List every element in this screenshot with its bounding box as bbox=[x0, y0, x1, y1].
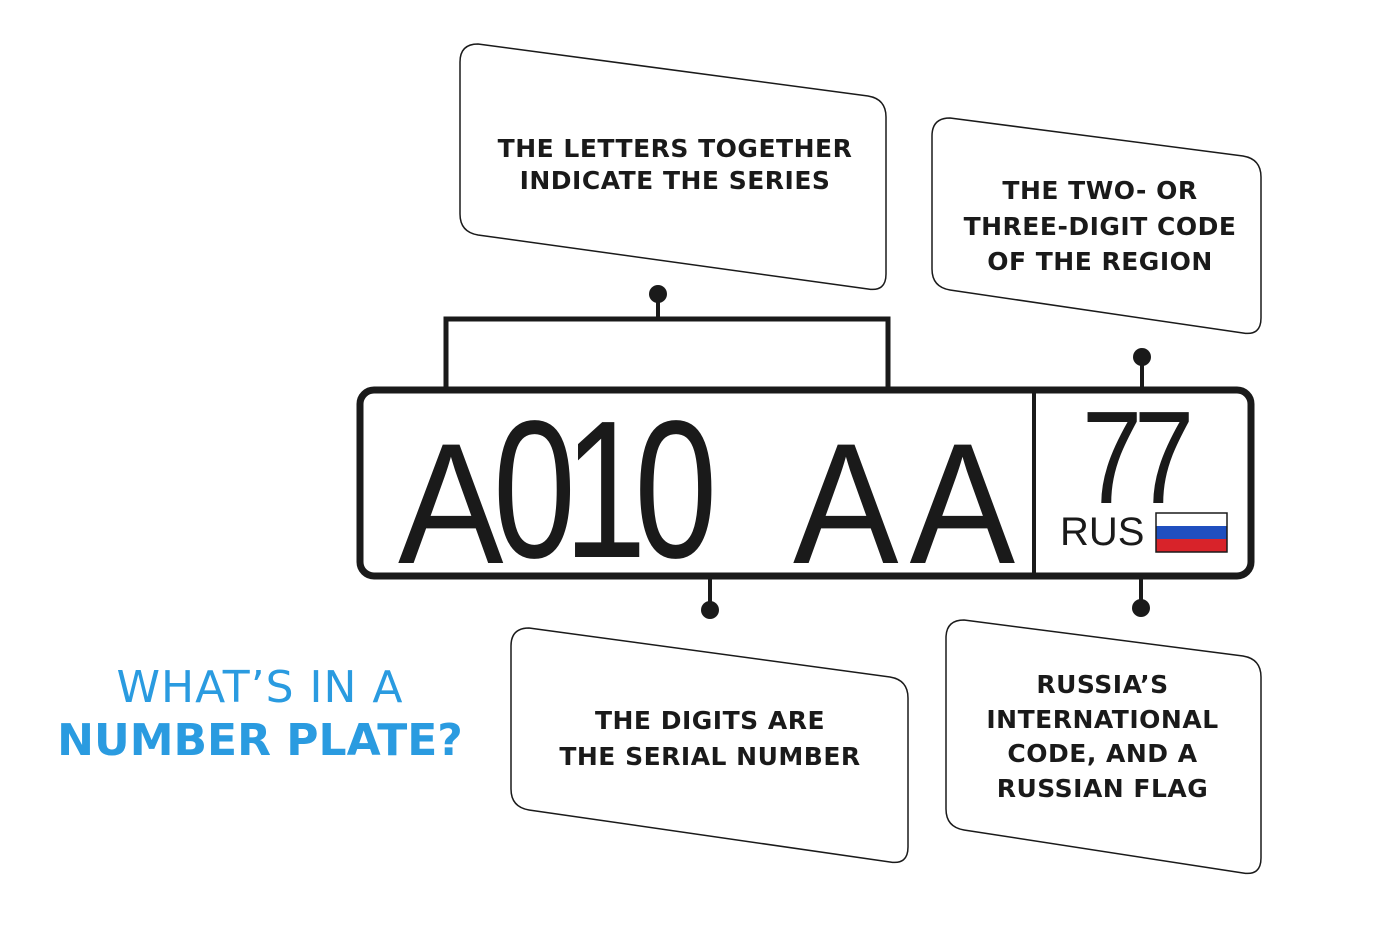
plate-series-first-letter: A bbox=[398, 408, 504, 600]
callout-line: THREE-DIGIT CODE bbox=[963, 211, 1237, 241]
callout-line: THE DIGITS ARE bbox=[594, 706, 826, 735]
serial-callout-text: THE DIGITS ARE THE SERIAL NUMBER bbox=[520, 703, 900, 774]
title-line-1: WHAT’S IN A bbox=[116, 662, 404, 713]
series-callout-box bbox=[459, 43, 887, 291]
plate-region-code: 77 bbox=[1082, 384, 1194, 531]
region-callout-text: THE TWO- OR THREE-DIGIT CODE OF THE REGI… bbox=[940, 173, 1260, 280]
series-bracket bbox=[443, 285, 891, 388]
callout-line: RUSSIAN FLAG bbox=[996, 773, 1209, 803]
callout-line: RUSSIA’S bbox=[1036, 670, 1169, 699]
callout-line: OF THE REGION bbox=[987, 247, 1213, 276]
series-callout-text: THE LETTERS TOGETHER INDICATE THE SERIES bbox=[470, 133, 880, 197]
plate-country-code: RUS bbox=[1060, 510, 1145, 554]
serial-callout-box bbox=[510, 627, 909, 864]
russian-flag-icon bbox=[1155, 512, 1228, 553]
callout-line: INTERNATIONAL bbox=[986, 704, 1219, 734]
plate-series-last-letters: AA bbox=[793, 408, 1027, 600]
serial-connector bbox=[701, 576, 719, 619]
callout-line: THE LETTERS TOGETHER bbox=[497, 134, 853, 163]
callout-line: CODE, AND A bbox=[1007, 739, 1198, 768]
number-plate-frame bbox=[356, 386, 1255, 580]
title-line-2: NUMBER PLATE? bbox=[57, 715, 463, 767]
callout-line: THE TWO- OR bbox=[1002, 176, 1198, 205]
country-callout-box bbox=[945, 619, 1262, 875]
region-callout-box bbox=[931, 117, 1262, 335]
page-title: WHAT’S IN A NUMBER PLATE? bbox=[40, 662, 480, 770]
country-callout-text: RUSSIA’S INTERNATIONAL CODE, AND A RUSSI… bbox=[955, 668, 1250, 806]
plate-serial-digits: 010 bbox=[493, 380, 717, 599]
callout-line: THE SERIAL NUMBER bbox=[559, 741, 861, 771]
country-connector bbox=[1132, 576, 1150, 617]
callout-line: INDICATE THE SERIES bbox=[519, 166, 831, 195]
